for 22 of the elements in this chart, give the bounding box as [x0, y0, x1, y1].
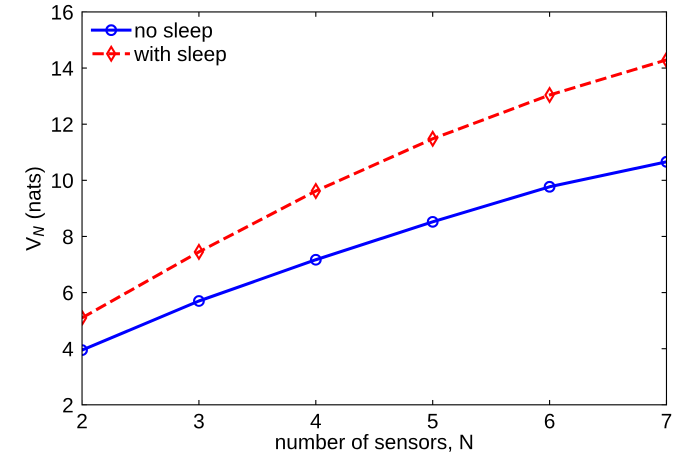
y-tick-label: 14 — [52, 61, 74, 76]
x-tick-label: 6 — [544, 414, 554, 428]
x-tick-label: 7 — [662, 414, 672, 428]
y-tick-label: 4 — [62, 342, 74, 356]
point — [426, 216, 439, 228]
x-tick-label: 4 — [310, 414, 321, 428]
point — [544, 180, 556, 193]
legend-label: no sleep — [136, 22, 212, 42]
x-tick-label: 5 — [428, 414, 438, 428]
point — [193, 295, 205, 307]
y-tick-label: 16 — [52, 4, 73, 20]
x-tick-label: 3 — [194, 414, 204, 428]
y-tick-label: 12 — [52, 117, 73, 132]
y-tick-label: 8 — [63, 229, 73, 244]
y-tick-label: 10 — [52, 173, 73, 188]
point — [310, 254, 322, 266]
x-axis-title: number of sensors, N — [276, 434, 472, 452]
x-tick-label: 2 — [77, 414, 87, 428]
y-tick-label: 2 — [63, 398, 73, 412]
y-axis-title: V$_{N}$ (nats) — [25, 167, 45, 251]
legend-label: with sleep — [134, 46, 226, 66]
y-tick-label: 6 — [63, 286, 73, 300]
